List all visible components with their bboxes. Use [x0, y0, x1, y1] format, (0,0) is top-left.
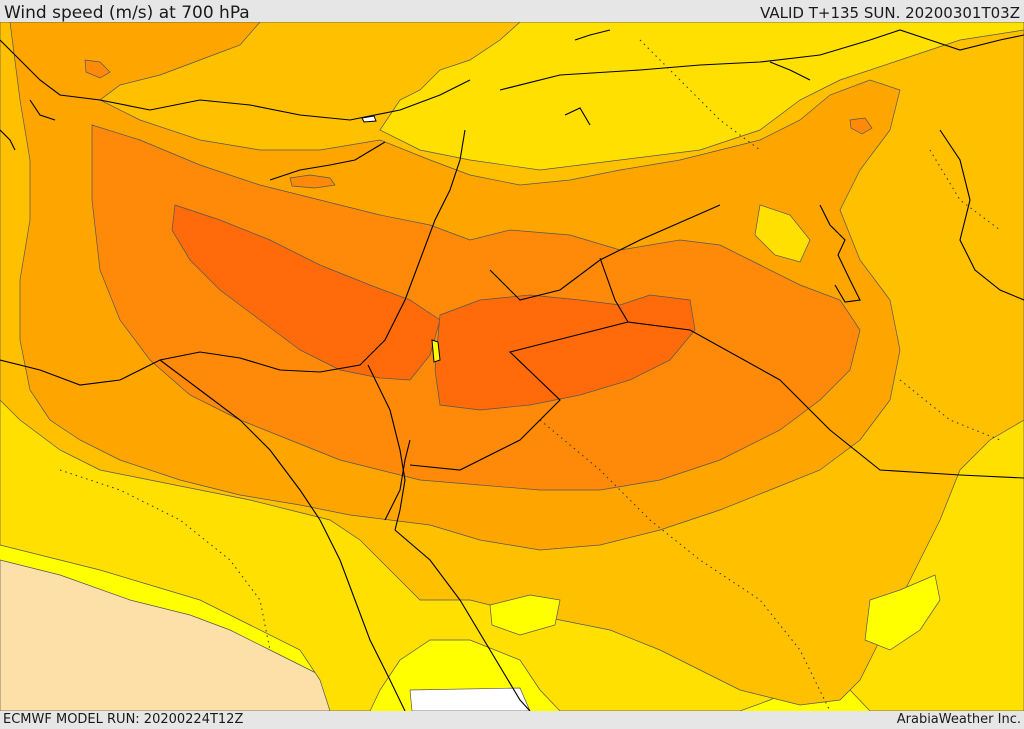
model-run: ECMWF MODEL RUN: 20200224T12Z	[3, 712, 244, 727]
region-no-data	[409, 687, 531, 711]
dead-sea	[431, 339, 441, 363]
patch-orange-nw	[84, 59, 111, 79]
wind-speed-map[interactable]	[0, 22, 1024, 711]
footer-bar: ECMWF MODEL RUN: 20200224T12Z ArabiaWeat…	[0, 711, 1024, 729]
header-bar: Wind speed (m/s) at 700 hPa VALID T+135 …	[0, 0, 1024, 23]
map-title: Wind speed (m/s) at 700 hPa	[4, 3, 250, 23]
patch-orange-cyprus	[289, 174, 336, 189]
patch-yellow-east	[754, 204, 811, 263]
lake-north	[361, 115, 377, 123]
valid-time: VALID T+135 SUN. 20200301T03Z	[760, 4, 1020, 22]
patch-yellow-south	[489, 594, 561, 636]
field-level-5-west	[171, 204, 441, 381]
coastlines	[0, 29, 1024, 711]
dotted-borders	[59, 39, 1001, 711]
region-light-tan-west	[0, 559, 346, 711]
field-level-5-east	[434, 294, 696, 411]
patch-orange-ne	[849, 117, 873, 135]
patch-yellow-se	[864, 574, 941, 651]
brand-credit: ArabiaWeather Inc.	[896, 712, 1021, 727]
map-canvas	[0, 22, 1024, 711]
